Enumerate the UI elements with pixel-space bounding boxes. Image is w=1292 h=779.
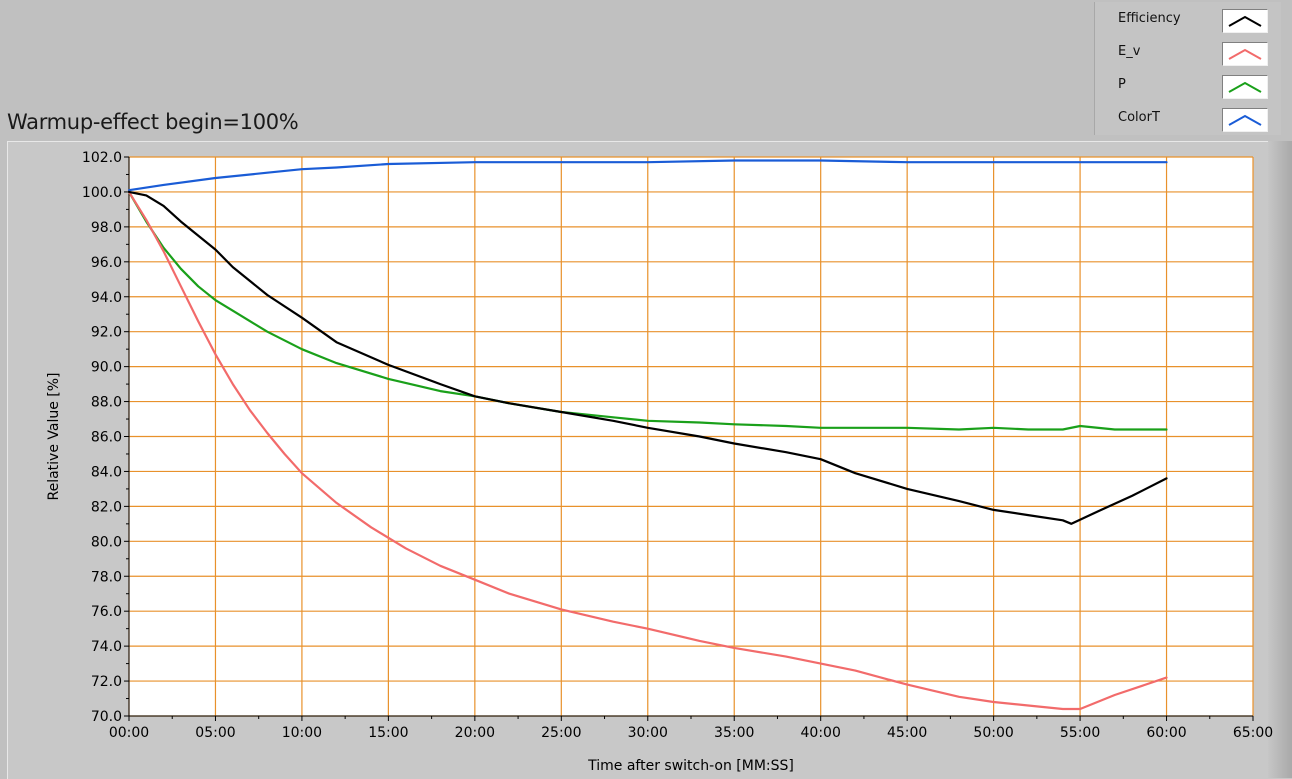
- y-tick-label: 88.0: [91, 395, 122, 411]
- legend-label: E_v: [1118, 44, 1141, 59]
- series-line-efficiency[interactable]: [127, 190, 1168, 525]
- x-tick-label: 50:00: [973, 725, 1013, 741]
- x-tick-label: 35:00: [714, 725, 754, 741]
- x-axis-label: Time after switch-on [MM:SS]: [587, 758, 794, 774]
- legend-item-p[interactable]: P: [1095, 70, 1281, 103]
- y-tick-label: 76.0: [91, 604, 122, 620]
- legend-item-colort[interactable]: ColorT: [1095, 103, 1281, 136]
- x-tick-label: 00:00: [109, 725, 149, 741]
- y-tick-label: 90.0: [91, 360, 122, 376]
- y-tick-label: 86.0: [91, 430, 122, 446]
- x-tick-label: 55:00: [1060, 725, 1100, 741]
- y-axis-label: Relative Value [%]: [46, 372, 62, 500]
- series-line-e-v[interactable]: [127, 190, 1168, 711]
- x-tick-label: 10:00: [282, 725, 322, 741]
- panel-edge: [1268, 141, 1292, 778]
- legend-item-efficiency[interactable]: Efficiency: [1095, 4, 1281, 37]
- legend-label: ColorT: [1118, 110, 1160, 125]
- legend-line-icon: [1228, 114, 1262, 126]
- legend-label: P: [1118, 77, 1126, 92]
- legend-swatch[interactable]: [1222, 42, 1268, 66]
- legend-line-icon: [1228, 48, 1262, 60]
- x-tick-label: 60:00: [1146, 725, 1186, 741]
- legend-swatch[interactable]: [1222, 75, 1268, 99]
- y-tick-label: 78.0: [91, 569, 122, 585]
- axis-ticks: 70.0 72.0 74.0 76.0 78.0 80.0 82.0 84.0 86.0 88.0…: [82, 150, 1273, 741]
- y-tick-label: 70.0: [91, 709, 122, 725]
- y-tick-label: 98.0: [91, 220, 122, 236]
- x-tick-label: 20:00: [455, 725, 495, 741]
- legend-swatch[interactable]: [1222, 9, 1268, 33]
- legend-swatch[interactable]: [1222, 108, 1268, 132]
- y-tick-label: 102.0: [82, 150, 122, 166]
- legend-label: Efficiency: [1118, 11, 1181, 26]
- graph-title: Warmup-effect begin=100%: [7, 110, 299, 134]
- y-tick-label: 82.0: [91, 499, 122, 515]
- x-tick-label: 05:00: [195, 725, 235, 741]
- series-line-colort[interactable]: [127, 159, 1168, 192]
- series-lines: [127, 159, 1168, 711]
- x-tick-label: 65:00: [1233, 725, 1273, 741]
- y-tick-label: 96.0: [91, 255, 122, 271]
- x-tick-label: 15:00: [368, 725, 408, 741]
- y-tick-label: 72.0: [91, 674, 122, 690]
- y-tick-label: 80.0: [91, 534, 122, 550]
- y-tick-label: 92.0: [91, 325, 122, 341]
- y-tick-label: 74.0: [91, 639, 122, 655]
- legend-item-e-v[interactable]: E_v: [1095, 37, 1281, 70]
- y-tick-label: 100.0: [82, 185, 122, 201]
- x-tick-label: 45:00: [887, 725, 927, 741]
- y-tick-label: 94.0: [91, 290, 122, 306]
- y-tick-label: 84.0: [91, 464, 122, 480]
- plot-legend[interactable]: Efficiency E_v P ColorT: [1094, 2, 1281, 135]
- legend-line-icon: [1228, 81, 1262, 93]
- x-tick-label: 25:00: [541, 725, 581, 741]
- x-tick-label: 30:00: [628, 725, 668, 741]
- x-tick-label: 40:00: [801, 725, 841, 741]
- legend-line-icon: [1228, 15, 1262, 27]
